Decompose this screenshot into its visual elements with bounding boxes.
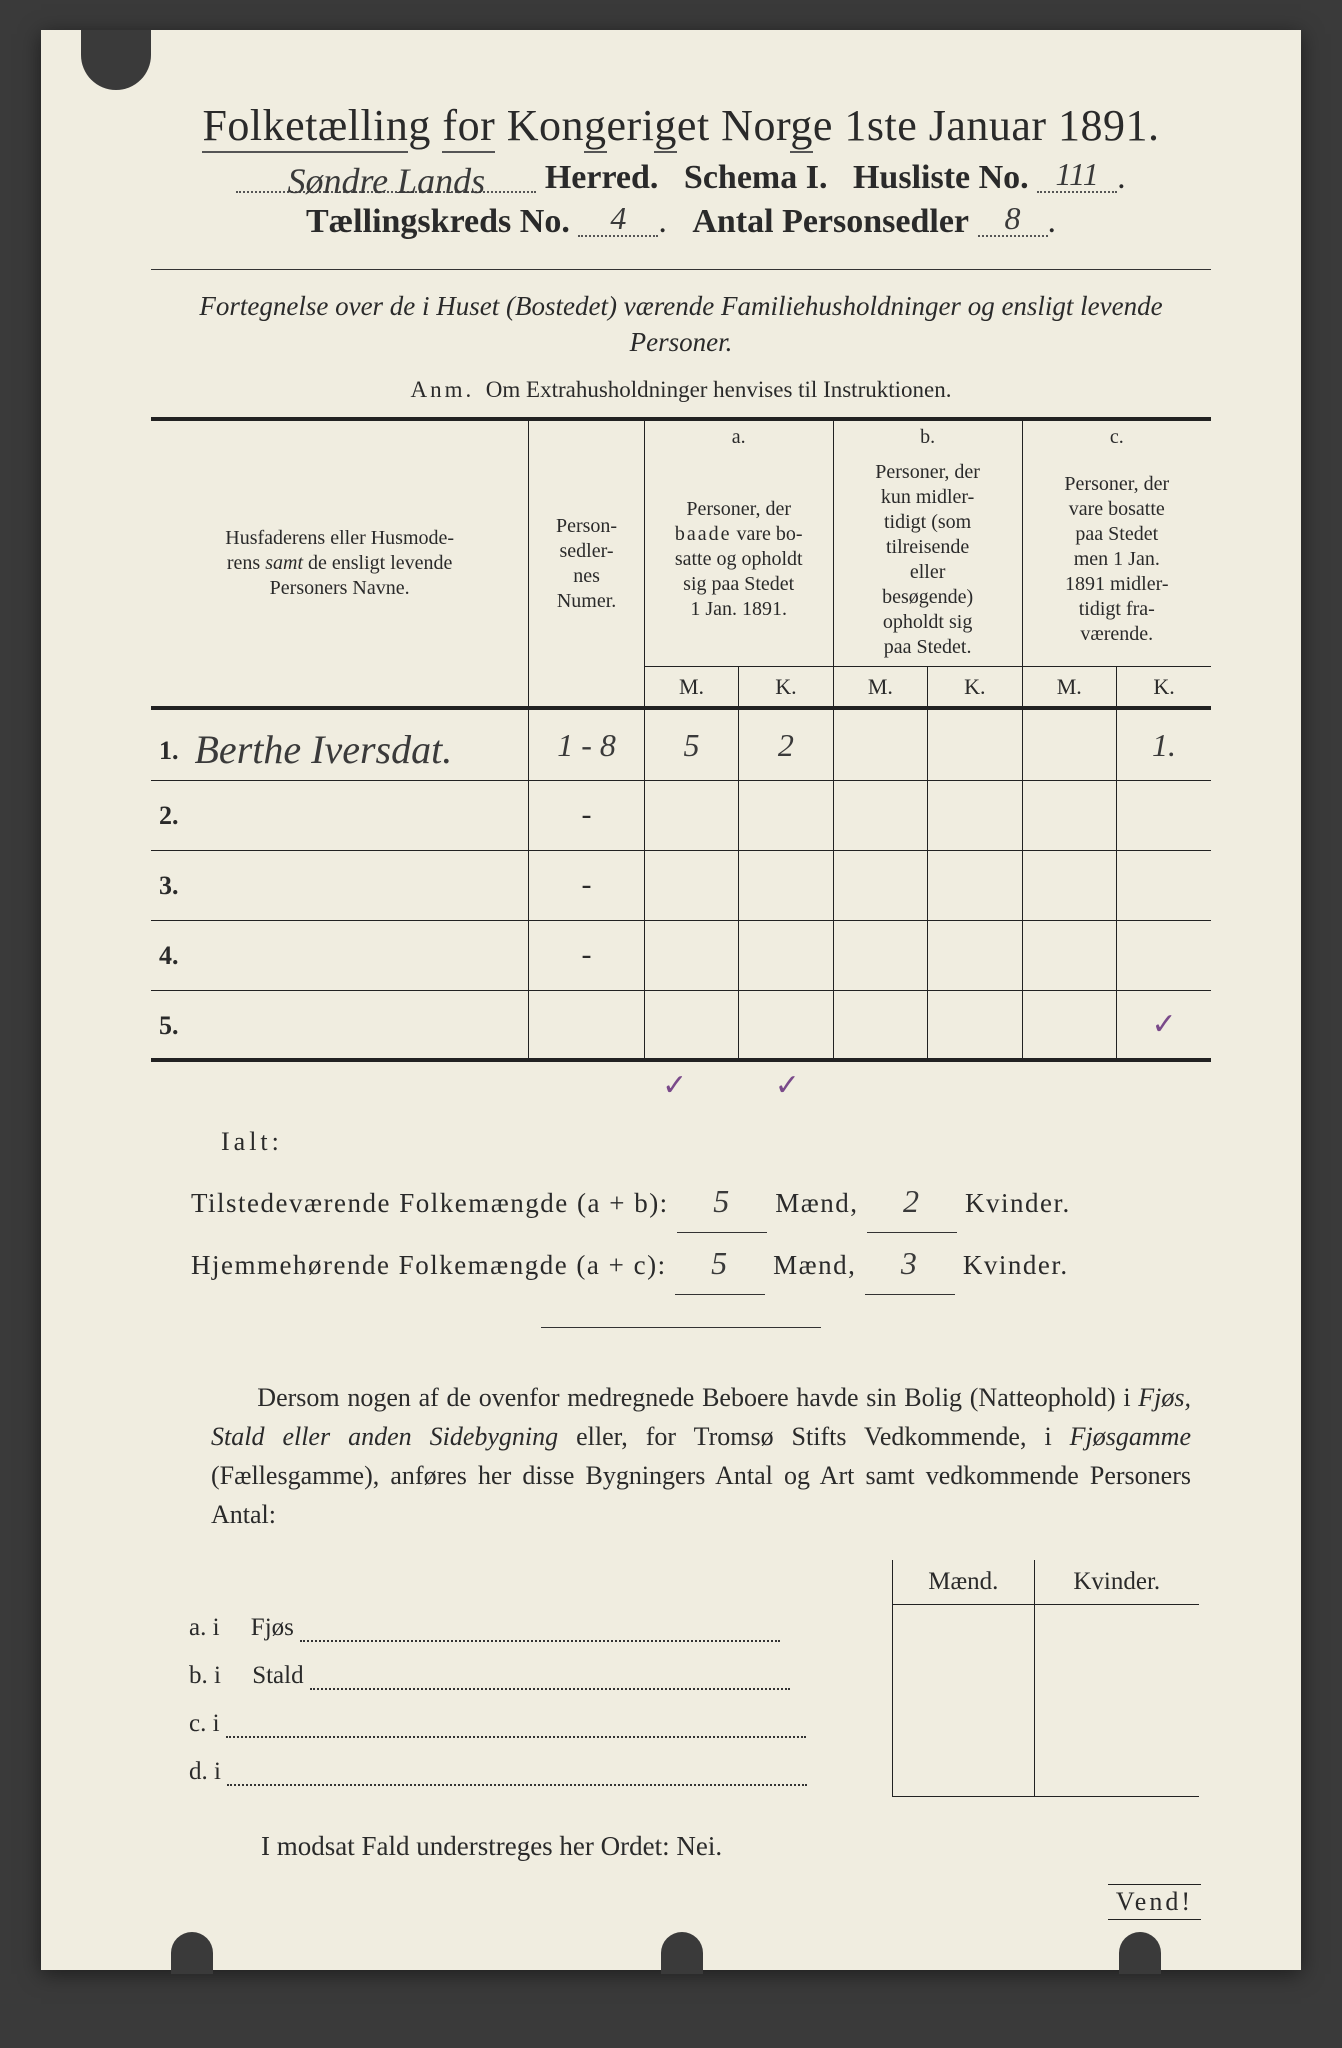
totals-block: Tilstedeværende Folkemængde (a + b): 5 M… — [191, 1171, 1211, 1295]
col-a-text: Personer, derbaade vare bo-satte og opho… — [644, 454, 833, 667]
a-k: K. — [739, 666, 833, 706]
table-row: 1.Berthe Iversdat. 1 - 8 5 2 1. — [151, 710, 1211, 780]
header-line-2: Søndre Lands Herred. Schema I. Husliste … — [151, 159, 1211, 197]
col-b-label: b. — [833, 419, 1022, 454]
lower-maend-header: Mænd. — [892, 1560, 1034, 1605]
col-a-label: a. — [644, 419, 833, 454]
lower-kvinder-header: Kvinder. — [1034, 1560, 1198, 1605]
schema-label: Schema I. — [684, 159, 828, 196]
table-row: 5. ✓ — [151, 990, 1211, 1060]
totals-line-1: Tilstedeværende Folkemængde (a + b): 5 M… — [191, 1171, 1211, 1233]
kreds-no: 4 — [610, 200, 626, 236]
page-tear — [1119, 1932, 1161, 1974]
table-row: 2. - — [151, 780, 1211, 850]
row-name: Berthe Iversdat. — [195, 726, 453, 773]
b-k: K. — [928, 666, 1022, 706]
kreds-label: Tællingskreds No. — [306, 203, 570, 240]
a-m: M. — [644, 666, 738, 706]
col-b-text: Personer, derkun midler-tidigt (somtilre… — [833, 454, 1022, 667]
herred-written: Søndre Lands — [287, 160, 485, 202]
c-m: M. — [1022, 666, 1116, 706]
page-tear — [661, 1932, 703, 1974]
lower-table: Mænd. Kvinder. a. i Fjøs b. i Stald c. i… — [181, 1560, 1199, 1797]
husliste-label: Husliste No. — [853, 159, 1029, 196]
b-m: M. — [833, 666, 927, 706]
table-row: 4. - — [151, 920, 1211, 990]
lower-row: d. i — [181, 1748, 1199, 1796]
nei-line: I modsat Fald understreges her Ordet: Ne… — [261, 1831, 1211, 1862]
antal-no: 8 — [1005, 200, 1021, 236]
herred-label: Herred. — [545, 159, 659, 196]
main-title: Folketælling for Kongeriget Norge 1ste J… — [151, 100, 1211, 151]
col-names-header: Husfaderens eller Husmode-rens samt de e… — [151, 419, 529, 707]
header-line-3: Tællingskreds No. 4. Antal Personsedler … — [151, 203, 1211, 241]
page-notch — [81, 30, 151, 90]
c-k: K. — [1117, 666, 1211, 706]
col-c-label: c. — [1022, 419, 1211, 454]
census-form-page: Folketælling for Kongeriget Norge 1ste J… — [41, 30, 1301, 1970]
lower-row: b. i Stald — [181, 1652, 1199, 1700]
ialt-label: Ialt: — [221, 1127, 1211, 1157]
divider — [151, 269, 1211, 270]
vend-label: Vend! — [1108, 1884, 1201, 1920]
husliste-no: 111 — [1056, 156, 1099, 192]
main-table: Husfaderens eller Husmode-rens samt de e… — [151, 417, 1211, 1063]
lower-row: c. i — [181, 1700, 1199, 1748]
totals-line-2: Hjemmehørende Folkemængde (a + c): 5 Mæn… — [191, 1233, 1211, 1295]
col-c-text: Personer, dervare bosattepaa Stedetmen 1… — [1022, 454, 1211, 667]
lower-row: a. i Fjøs — [181, 1604, 1199, 1652]
anm-note: Anm. Om Extrahusholdninger henvises til … — [151, 377, 1211, 403]
col-numer-header: Person-sedler-nesNumer. — [529, 419, 644, 707]
subtitle: Fortegnelse over de i Huset (Bostedet) v… — [151, 288, 1211, 361]
side-building-paragraph: Dersom nogen af de ovenfor medregnede Be… — [211, 1378, 1191, 1534]
page-tear — [171, 1932, 213, 1974]
antal-label: Antal Personsedler — [692, 203, 969, 240]
table-row: 3. - — [151, 850, 1211, 920]
check-marks: ✓ ✓ — [151, 1068, 1211, 1103]
short-divider — [541, 1327, 821, 1328]
